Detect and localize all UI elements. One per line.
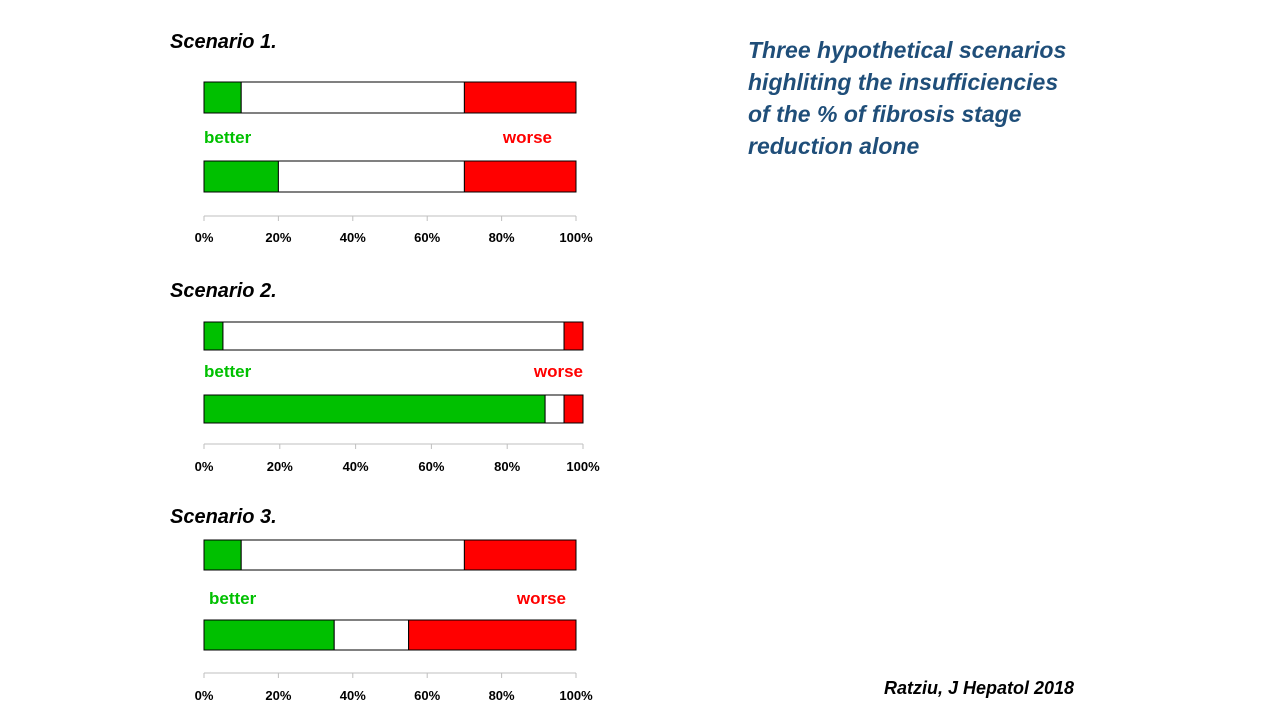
better-label: better bbox=[204, 362, 252, 381]
bar-2-segment-better bbox=[203, 619, 335, 651]
x-tick-label: 0% bbox=[195, 688, 214, 703]
x-tick-label: 40% bbox=[340, 688, 366, 703]
x-tick-label: 60% bbox=[414, 688, 440, 703]
bar-1-segment-worse bbox=[563, 321, 584, 351]
scenario-2-chart: Scenario 2. better worse 0% 20% 40% 60% 80% 100% bbox=[170, 280, 600, 474]
citation: Ratziu, J Hepatol 2018 bbox=[884, 678, 1075, 698]
better-label: better bbox=[209, 589, 257, 608]
bar-2-segment-unchanged bbox=[544, 394, 565, 424]
better-label: better bbox=[204, 128, 252, 147]
x-tick-label: 0% bbox=[195, 459, 214, 474]
bar-1-segment-better bbox=[203, 539, 242, 571]
x-tick-label: 100% bbox=[559, 688, 593, 703]
scenario-1-chart: Scenario 1. better worse 0% 20% 40% 60% 80% 100% bbox=[170, 31, 593, 245]
x-tick-label: 40% bbox=[340, 230, 366, 245]
bar-1-segment-worse bbox=[463, 81, 577, 114]
bar-1-segment-better bbox=[203, 81, 242, 114]
bar-1-segment-worse bbox=[463, 539, 577, 571]
heading-line-1: Three hypothetical scenarios bbox=[748, 37, 1067, 63]
scenario-title: Scenario 3. bbox=[170, 506, 277, 528]
x-tick-label: 40% bbox=[343, 459, 369, 474]
heading-line-4: reduction alone bbox=[748, 133, 920, 159]
x-tick-label: 80% bbox=[489, 230, 515, 245]
bar-2-segment-better bbox=[203, 394, 546, 424]
x-tick-label: 60% bbox=[418, 459, 444, 474]
x-tick-label: 80% bbox=[489, 688, 515, 703]
x-tick-label: 20% bbox=[265, 230, 291, 245]
heading-line-2: highliting the insufficiencies bbox=[748, 69, 1059, 95]
scenario-title: Scenario 2. bbox=[170, 280, 277, 302]
bar-1-segment-unchanged bbox=[222, 321, 565, 351]
x-tick-label: 20% bbox=[267, 459, 293, 474]
x-tick-label: 0% bbox=[195, 230, 214, 245]
bar-1-segment-unchanged bbox=[240, 81, 465, 114]
worse-label: worse bbox=[516, 589, 566, 608]
slide-heading: Three hypothetical scenarios highliting … bbox=[748, 34, 1148, 162]
bar-2-segment-better bbox=[203, 160, 279, 193]
bar-2-segment-worse bbox=[408, 619, 577, 651]
bar-2-segment-unchanged bbox=[333, 619, 410, 651]
scenario-title: Scenario 1. bbox=[170, 31, 277, 53]
worse-label: worse bbox=[533, 362, 583, 381]
x-tick-label: 60% bbox=[414, 230, 440, 245]
x-tick-label: 20% bbox=[265, 688, 291, 703]
worse-label: worse bbox=[502, 128, 552, 147]
bar-2-segment-unchanged bbox=[277, 160, 465, 193]
x-tick-label: 80% bbox=[494, 459, 520, 474]
x-tick-label: 100% bbox=[559, 230, 593, 245]
bar-1-segment-better bbox=[203, 321, 224, 351]
bar-2-segment-worse bbox=[563, 394, 584, 424]
scenario-3-chart: Scenario 3. better worse 0% 20% 40% 60% 80% 100% bbox=[170, 506, 593, 703]
x-tick-label: 100% bbox=[566, 459, 600, 474]
heading-line-3: of the % of fibrosis stage bbox=[748, 101, 1022, 127]
bar-1-segment-unchanged bbox=[240, 539, 465, 571]
bar-2-segment-worse bbox=[463, 160, 577, 193]
